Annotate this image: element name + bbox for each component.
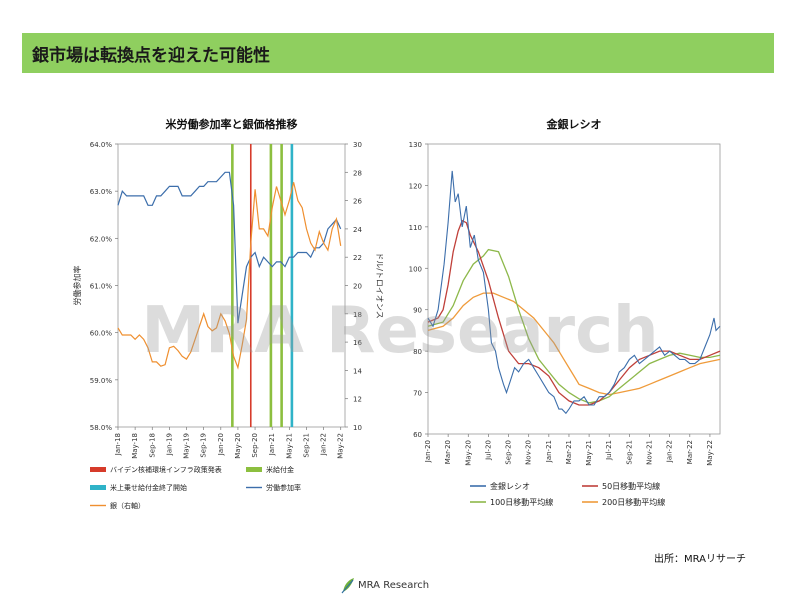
x-tick-label: Jul-21 — [605, 440, 613, 461]
x-tick-label: Nov-21 — [646, 440, 654, 465]
x-tick-label: May-20 — [234, 433, 242, 459]
x-tick-label: Sep-19 — [200, 433, 208, 458]
chart-title: 金銀レシオ — [546, 117, 602, 131]
y-tick-label: 70 — [413, 390, 422, 398]
x-tick-label: Sep-18 — [148, 433, 156, 458]
left-tick-label: 62.0% — [90, 235, 113, 243]
x-tick-label: May-19 — [183, 433, 191, 459]
x-tick-label: May-18 — [131, 433, 139, 459]
legend-label: 銀（右軸） — [110, 501, 145, 510]
right-tick-label: 20 — [353, 283, 362, 291]
x-tick-label: Sep-21 — [625, 440, 633, 465]
y-tick-label: 90 — [413, 307, 422, 315]
right-tick-label: 16 — [353, 339, 362, 347]
left-tick-label: 64.0% — [90, 141, 113, 149]
legend-label: 労働参加率 — [266, 483, 301, 492]
x-tick-label: Jan-20 — [424, 440, 432, 463]
legend-label: 米給付金 — [266, 465, 294, 474]
x-tick-label: Jul-20 — [484, 440, 492, 461]
right-tick-label: 26 — [353, 198, 362, 206]
x-tick-label: Jan-21 — [268, 433, 276, 456]
y-tick-label: 80 — [413, 348, 422, 356]
legend-label: 100日移動平均線 — [490, 497, 553, 507]
y-tick-label: 100 — [409, 265, 422, 273]
right-tick-label: 24 — [353, 226, 362, 234]
x-tick-label: May-22 — [337, 433, 345, 459]
x-tick-label: May-21 — [585, 440, 593, 466]
x-tick-label: May-22 — [706, 440, 714, 466]
ma100-series-line — [427, 248, 721, 404]
x-tick-label: Mar-22 — [686, 440, 694, 464]
plot-frame — [427, 143, 721, 435]
ma50-series-line — [427, 219, 721, 406]
right-tick-label: 10 — [353, 424, 362, 432]
right-tick-label: 22 — [353, 254, 362, 262]
footer-brand: MRA Research — [358, 580, 430, 591]
right-tick-label: 14 — [353, 367, 362, 375]
silver-series-line — [117, 182, 342, 370]
x-tick-label: Jan-21 — [545, 440, 553, 463]
left-tick-label: 61.0% — [90, 283, 113, 291]
legend-label: 金銀レシオ — [490, 481, 530, 491]
x-tick-label: Jan-22 — [320, 433, 328, 456]
ratio-series-line — [427, 170, 721, 415]
footer-logo: MRA Research — [340, 576, 460, 596]
left-tick-label: 58.0% — [90, 424, 113, 432]
legend-label: 米上乗せ給付金終了開始 — [110, 483, 187, 492]
x-tick-label: May-21 — [285, 433, 293, 459]
legend: 金銀レシオ 50日移動平均線 100日移動平均線 200日移動平均線 — [470, 481, 665, 507]
x-tick-label: Jan-19 — [165, 433, 173, 456]
x-tick-label: Mar-21 — [565, 440, 573, 464]
ma200-series-line — [427, 292, 721, 396]
legend-swatch — [90, 467, 106, 472]
left-tick-label: 60.0% — [90, 330, 113, 338]
x-tick-label: Jan-18 — [114, 433, 122, 456]
source-label: 出所：MRAリサーチ — [654, 554, 747, 565]
y2-axis-label: ドル/トロイオンス — [375, 252, 384, 319]
legend-label: バイデン核補環境インフラ政策発表 — [110, 465, 222, 474]
left-tick-label: 59.0% — [90, 377, 113, 385]
legend-swatch — [246, 467, 262, 472]
legend-label: 50日移動平均線 — [602, 481, 660, 491]
x-tick-label: Jan-20 — [217, 433, 225, 456]
right-tick-label: 12 — [353, 396, 362, 404]
legend-swatch — [90, 485, 106, 490]
participation-series-line — [117, 171, 342, 324]
x-tick-label: Nov-20 — [525, 440, 533, 465]
x-tick-label: Sep-20 — [251, 433, 259, 458]
leaf-logo-icon — [341, 578, 354, 594]
left-tick-label: 63.0% — [90, 188, 113, 196]
page-title: 銀市場は転換点を迎えた可能性 — [32, 46, 270, 66]
right-tick-label: 28 — [353, 169, 362, 177]
x-tick-label: Mar-20 — [444, 440, 452, 464]
y-tick-label: 130 — [409, 141, 422, 149]
x-tick-label: May-20 — [464, 440, 472, 466]
x-tick-label: Jan-22 — [666, 440, 674, 463]
y-tick-label: 120 — [409, 182, 422, 190]
title-bar: 銀市場は転換点を迎えた可能性 — [22, 33, 774, 73]
x-tick-label: Sep-20 — [505, 440, 513, 465]
chart-title: 米労働参加率と銀価格推移 — [165, 117, 298, 131]
x-tick-label: Sep-21 — [302, 433, 310, 458]
right-tick-label: 18 — [353, 311, 362, 319]
y-axis-label: 労働参加率 — [72, 266, 82, 306]
right-tick-label: 30 — [353, 141, 362, 149]
y-tick-label: 60 — [413, 431, 422, 439]
y-tick-label: 110 — [409, 224, 422, 232]
legend-label: 200日移動平均線 — [602, 497, 665, 507]
